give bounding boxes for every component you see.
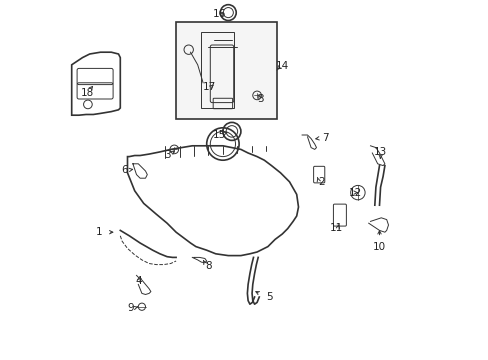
Text: 7: 7 [322,132,328,143]
Text: 15: 15 [212,130,225,140]
Text: 5: 5 [266,292,272,302]
Text: 14: 14 [275,60,288,71]
Text: 12: 12 [348,188,361,198]
Text: 1: 1 [95,227,102,237]
Text: 10: 10 [372,242,385,252]
Text: 8: 8 [205,261,211,271]
Text: 3: 3 [257,94,264,104]
Text: 6: 6 [121,165,128,175]
Text: 18: 18 [81,88,94,98]
Text: 17: 17 [202,82,215,92]
FancyBboxPatch shape [176,22,276,119]
Text: 11: 11 [329,222,342,233]
Text: 4: 4 [135,276,142,286]
Text: 9: 9 [127,303,134,313]
Text: 2: 2 [318,177,325,187]
Text: 16: 16 [212,9,225,19]
Text: 3: 3 [163,150,170,160]
Text: 13: 13 [373,147,386,157]
